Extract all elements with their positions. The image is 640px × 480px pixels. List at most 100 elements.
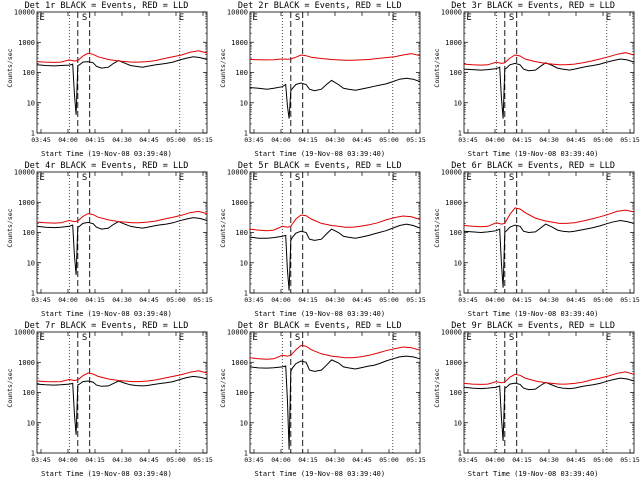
x-tick-label: 04:00 — [485, 136, 505, 144]
plot-svg: 1 10 100 1000 10000 03:45 04:00 04:15 04:30 04:45… — [14, 169, 213, 305]
y-tick-label: 10000 — [227, 169, 248, 177]
saa-marker: S — [82, 333, 87, 343]
saa-marker: S — [508, 173, 513, 183]
x-tick-label: 04:30 — [112, 296, 132, 304]
saa-marker: S — [295, 333, 300, 343]
plot-frame — [463, 171, 634, 294]
x-tick-label: 04:45 — [139, 456, 159, 464]
y-tick-label: 10 — [240, 259, 248, 267]
y-tick-label: 10 — [240, 419, 248, 427]
x-tick-label: 04:30 — [326, 456, 346, 464]
eclipse-marker: E — [392, 173, 397, 183]
saa-marker: S — [82, 173, 87, 183]
x-tick-label: 04:15 — [299, 136, 319, 144]
x-tick-label: 04:30 — [539, 296, 559, 304]
events-series-line — [463, 377, 634, 442]
x-tick-label: 04:00 — [485, 456, 505, 464]
eclipse-marker: E — [605, 173, 610, 183]
x-tick-label: 03:45 — [245, 296, 265, 304]
y-tick-label: 10000 — [441, 169, 462, 177]
x-tick-label: 04:00 — [272, 296, 292, 304]
x-axis-label: Start Time (19-Nov-08 03:39:40) — [467, 470, 599, 478]
x-tick-label: 04:45 — [566, 296, 586, 304]
lld-series-line — [463, 371, 634, 385]
x-tick-label: 04:15 — [85, 136, 105, 144]
events-series-line — [250, 355, 421, 450]
x-tick-label: 04:15 — [299, 296, 319, 304]
eclipse-marker: E — [39, 173, 44, 183]
events-series-line — [250, 223, 421, 291]
y-tick-label: 100 — [22, 69, 35, 77]
plot-svg: 1 10 100 1000 10000 03:45 04:00 04:15 04:30 04:45… — [227, 169, 426, 305]
x-axis-label: Start Time (19-Nov-08 03:39:40) — [41, 310, 172, 318]
x-tick-label: 04:45 — [353, 456, 373, 464]
y-tick-label: 10 — [27, 419, 35, 427]
eclipse-marker: E — [179, 333, 184, 343]
x-axis-label: Start Time (19-Nov-08 03:39:40) — [467, 150, 599, 158]
plot-svg: 1 10 100 1000 10000 03:45 04:00 04:15 04:30 04:45… — [441, 169, 640, 305]
x-tick-label: 04:15 — [85, 296, 105, 304]
eclipse-marker: E — [466, 173, 471, 183]
y-tick-label: 100 — [449, 69, 462, 77]
y-tick-label: 1000 — [18, 39, 35, 47]
lld-series-line — [36, 50, 208, 63]
x-tick-label: 04:30 — [112, 456, 132, 464]
y-tick-label: 100 — [449, 229, 462, 237]
y-tick-label: 1 — [457, 290, 461, 298]
panel-title: Det 3r BLACK = Events, RED = LLD — [451, 1, 615, 11]
x-tick-label: 03:45 — [31, 456, 51, 464]
y-tick-label: 1000 — [18, 359, 35, 367]
saa-marker: S — [508, 333, 513, 343]
x-tick-label: 03:45 — [31, 296, 51, 304]
plot-frame — [249, 171, 421, 294]
panel-title: Det 9r BLACK = Events, RED = LLD — [451, 321, 615, 331]
panel-title: Det 6r BLACK = Events, RED = LLD — [451, 161, 615, 171]
y-tick-label: 1000 — [231, 199, 248, 207]
y-tick-label: 10000 — [441, 9, 462, 17]
lld-series-line — [36, 210, 208, 224]
eclipse-marker: E — [39, 13, 44, 23]
y-tick-label: 1000 — [445, 199, 462, 207]
plot-svg: 1 10 100 1000 10000 03:45 04:00 04:15 04:30 04:45… — [227, 9, 427, 145]
plot-svg: 1 10 100 1000 10000 03:45 04:00 04:15 04:30 04:45… — [441, 9, 640, 145]
x-axis-label: Start Time (19-Nov-08 03:39:40) — [41, 150, 172, 158]
panel-title: Det 4r BLACK = Events, RED = LLD — [24, 161, 189, 171]
lld-series-line — [463, 207, 634, 228]
events-series-line — [463, 219, 634, 288]
x-tick-label: 05:00 — [166, 456, 186, 464]
y-axis-label: Counts/sec — [6, 48, 14, 88]
x-axis-label: Start Time (19-Nov-08 03:39:40) — [41, 470, 172, 478]
y-tick-label: 1000 — [231, 39, 248, 47]
plot-frame — [249, 11, 421, 134]
lld-series-line — [463, 52, 634, 66]
events-series-line — [463, 58, 634, 119]
y-tick-label: 1 — [31, 290, 35, 298]
y-tick-label: 1000 — [445, 359, 462, 367]
plot-frame — [463, 331, 634, 454]
y-tick-label: 10 — [453, 259, 461, 267]
x-tick-label: 04:15 — [85, 456, 105, 464]
x-tick-label: 04:45 — [566, 456, 586, 464]
x-tick-label: 05:00 — [593, 456, 613, 464]
x-tick-label: 04:45 — [566, 136, 586, 144]
x-tick-label: 05:15 — [407, 136, 427, 144]
x-axis-label: Start Time (19-Nov-08 03:39:40) — [254, 310, 386, 318]
plot-svg: 1 10 100 1000 10000 03:45 04:00 04:15 04:30 04:45… — [441, 329, 640, 465]
detector-panel-3: 1 10 100 1000 10000 03:45 04:00 04:15 04:30 04:45… — [427, 0, 640, 160]
x-tick-label: 04:30 — [539, 136, 559, 144]
y-tick-label: 1 — [244, 290, 248, 298]
y-tick-label: 1 — [31, 450, 35, 458]
x-tick-label: 03:45 — [31, 136, 51, 144]
x-tick-label: 05:15 — [193, 456, 213, 464]
y-axis-label: Counts/sec — [432, 368, 441, 408]
x-tick-label: 05:00 — [380, 296, 400, 304]
y-tick-label: 1 — [31, 130, 35, 138]
x-tick-label: 04:30 — [112, 136, 132, 144]
y-tick-label: 10000 — [227, 9, 248, 17]
detector-panel-8: 1 10 100 1000 10000 03:45 04:00 04:15 04:30 04:45… — [213, 320, 426, 480]
x-tick-label: 04:30 — [326, 296, 346, 304]
detector-panel-2: 1 10 100 1000 10000 03:45 04:00 04:15 04:30 04:45… — [213, 0, 426, 160]
y-tick-label: 100 — [236, 389, 249, 397]
eclipse-marker: E — [392, 13, 397, 23]
detector-panel-4: 1 10 100 1000 10000 03:45 04:00 04:15 04:30 04:45… — [0, 160, 213, 320]
